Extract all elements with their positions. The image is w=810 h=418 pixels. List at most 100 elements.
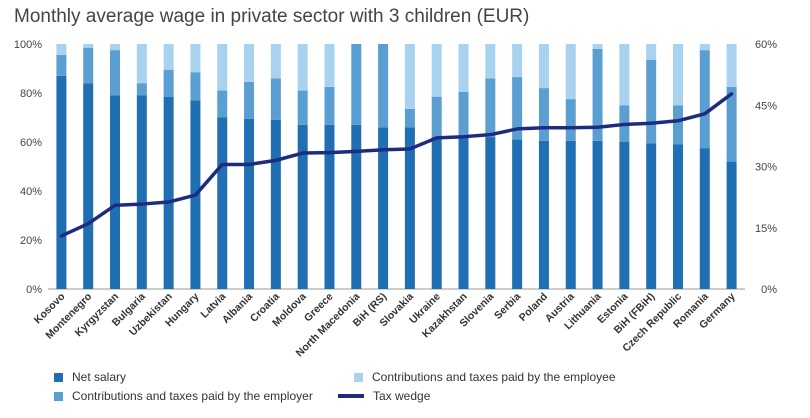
bar-net-salary [324,124,335,289]
bar-contributions-and-taxes-paid-by-the-employee [512,44,523,78]
bar-contributions-and-taxes-paid-by-the-employee [136,44,147,84]
bar-contributions-and-taxes-paid-by-the-employer [646,59,657,144]
bar-contributions-and-taxes-paid-by-the-employee [485,44,496,79]
legend-item-tax-wedge: Tax wedge [338,389,430,403]
legend-item-employer: Contributions and taxes paid by the empl… [54,389,313,403]
bar-net-salary [458,137,469,289]
bar-contributions-and-taxes-paid-by-the-employer [56,55,67,76]
bar-net-salary [378,127,389,289]
bar-contributions-and-taxes-paid-by-the-employee [646,44,657,60]
bar-contributions-and-taxes-paid-by-the-employer [83,47,94,84]
right-axis-tick-label: 45% [755,100,777,112]
bar-contributions-and-taxes-paid-by-the-employer [270,78,281,120]
bar-contributions-and-taxes-paid-by-the-employee [190,44,201,73]
bar-contributions-and-taxes-paid-by-the-employer [163,69,174,97]
legend-label-employee: Contributions and taxes paid by the empl… [372,370,616,384]
bar-net-salary [672,144,683,289]
bar-contributions-and-taxes-paid-by-the-employee [83,44,94,48]
bar-net-salary [56,75,67,289]
bar-contributions-and-taxes-paid-by-the-employee [538,44,549,89]
bar-contributions-and-taxes-paid-by-the-employee [565,44,576,100]
bar-net-salary [726,161,737,289]
left-axis-tick-label: 80% [20,88,42,100]
bar-contributions-and-taxes-paid-by-the-employee [217,44,228,91]
bar-net-salary [163,96,174,289]
bar-contributions-and-taxes-paid-by-the-employee [110,44,121,51]
bar-contributions-and-taxes-paid-by-the-employer [431,96,442,138]
left-axis-tick-label: 100% [14,39,42,51]
legend-label-net-salary: Net salary [72,370,127,384]
bar-contributions-and-taxes-paid-by-the-employer [297,90,308,125]
bar-contributions-and-taxes-paid-by-the-employee [619,44,630,106]
bar-contributions-and-taxes-paid-by-the-employer [565,99,576,141]
bar-contributions-and-taxes-paid-by-the-employer [458,91,469,138]
left-axis-tick-label: 60% [20,137,42,149]
bar-contributions-and-taxes-paid-by-the-employee [672,44,683,106]
line-tax-wedge [59,92,734,238]
bar-contributions-and-taxes-paid-by-the-employer [672,105,683,145]
bar-net-salary [404,127,415,289]
bar-contributions-and-taxes-paid-by-the-employer [136,83,147,96]
bar-net-salary [512,139,523,289]
employee-swatch [354,372,363,382]
bar-contributions-and-taxes-paid-by-the-employer [110,50,121,96]
bar-contributions-and-taxes-paid-by-the-employee [404,44,415,109]
bar-net-salary [136,95,147,289]
left-axis-tick-label: 40% [20,186,42,198]
legend-item-net-salary: Net salary [54,370,126,384]
bar-contributions-and-taxes-paid-by-the-employee [270,44,281,79]
bar-contributions-and-taxes-paid-by-the-employer [726,86,737,162]
bar-contributions-and-taxes-paid-by-the-employee [163,44,174,70]
bar-net-salary [431,137,442,289]
bar-net-salary [244,118,255,289]
bar-contributions-and-taxes-paid-by-the-employee [56,44,67,56]
bar-contributions-and-taxes-paid-by-the-employee [699,44,710,51]
bar-contributions-and-taxes-paid-by-the-employer [404,108,415,128]
category-label: Albania [220,291,255,326]
bar-contributions-and-taxes-paid-by-the-employer [324,86,335,125]
bar-contributions-and-taxes-paid-by-the-employer [217,90,228,118]
bar-contributions-and-taxes-paid-by-the-employee [592,44,603,49]
bar-contributions-and-taxes-paid-by-the-employee [324,44,335,87]
bar-contributions-and-taxes-paid-by-the-employer [699,50,710,149]
tax-wedge-swatch [338,394,364,398]
bar-net-salary [565,140,576,289]
left-axis-tick-label: 20% [20,235,42,247]
bar-net-salary [538,140,549,289]
net-salary-swatch [54,372,63,382]
bar-contributions-and-taxes-paid-by-the-employee [431,44,442,97]
bar-net-salary [619,142,630,289]
right-axis-tick-label: 0% [761,284,777,296]
bar-net-salary [297,124,308,289]
legend-label-employer: Contributions and taxes paid by the empl… [72,389,313,403]
bar-net-salary [110,95,121,289]
bar-contributions-and-taxes-paid-by-the-employer [351,44,362,125]
right-axis-tick-label: 60% [755,39,777,51]
legend-item-employee: Contributions and taxes paid by the empl… [354,370,616,384]
bar-contributions-and-taxes-paid-by-the-employer [485,78,496,138]
employer-swatch [54,391,63,401]
bar-contributions-and-taxes-paid-by-the-employee [726,44,737,87]
right-axis-tick-label: 30% [755,162,777,174]
bar-net-salary [485,137,496,289]
bar-contributions-and-taxes-paid-by-the-employer [538,88,549,141]
bar-net-salary [699,148,710,289]
bar-contributions-and-taxes-paid-by-the-employer [244,81,255,119]
bar-contributions-and-taxes-paid-by-the-employer [512,77,523,140]
right-axis-tick-label: 15% [755,223,777,235]
bar-contributions-and-taxes-paid-by-the-employee [297,44,308,91]
legend-label-tax-wedge: Tax wedge [373,389,431,403]
bar-net-salary [217,117,228,289]
bar-contributions-and-taxes-paid-by-the-employer [190,72,201,101]
bar-net-salary [83,83,94,289]
bar-net-salary [351,124,362,289]
left-axis-tick-label: 0% [26,284,42,296]
bar-net-salary [270,119,281,289]
chart-title: Monthly average wage in private sector w… [14,6,530,27]
bar-net-salary [592,140,603,289]
bar-contributions-and-taxes-paid-by-the-employer [378,44,389,128]
bar-net-salary [646,143,657,289]
bar-contributions-and-taxes-paid-by-the-employee [458,44,469,92]
bar-contributions-and-taxes-paid-by-the-employer [592,48,603,141]
